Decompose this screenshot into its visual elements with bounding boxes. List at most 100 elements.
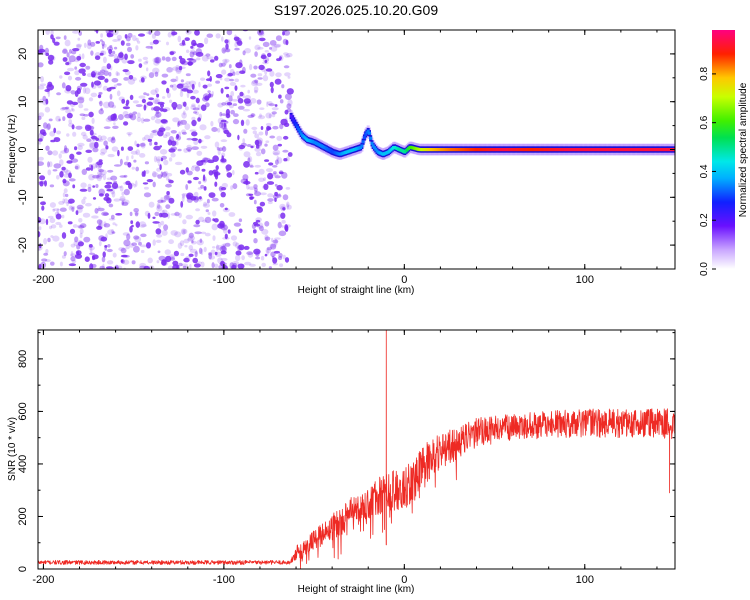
noise-blob	[85, 65, 91, 70]
noise-blob	[200, 145, 208, 149]
noise-blob	[249, 63, 253, 71]
noise-blob	[252, 221, 259, 225]
noise-blob	[117, 149, 120, 157]
noise-blob	[221, 102, 227, 106]
noise-blob	[98, 224, 102, 229]
noise-blob	[97, 138, 104, 142]
noise-blob	[255, 82, 263, 87]
noise-blob	[219, 220, 225, 228]
noise-blob	[194, 166, 201, 172]
noise-blob	[72, 184, 76, 189]
x-tick-label: 0	[401, 574, 407, 586]
noise-blob	[90, 164, 94, 172]
noise-blob	[202, 219, 208, 223]
x-tick-label: -100	[213, 274, 235, 286]
noise-blob	[182, 193, 186, 199]
noise-blob	[155, 156, 162, 162]
noise-blob	[254, 51, 258, 57]
noise-blob	[144, 161, 149, 165]
noise-blob	[165, 204, 171, 210]
noise-blob	[179, 58, 186, 65]
noise-blob	[180, 119, 188, 125]
noise-blob	[281, 84, 285, 89]
noise-blob	[38, 112, 45, 118]
noise-blob	[227, 229, 231, 234]
noise-blob	[86, 73, 93, 78]
noise-blob	[177, 242, 183, 249]
noise-blob	[191, 146, 199, 151]
noise-blob	[194, 251, 198, 258]
noise-blob	[50, 235, 54, 238]
noise-blob	[105, 181, 113, 185]
noise-blob	[260, 148, 266, 155]
noise-blob	[278, 253, 283, 258]
noise-blob	[52, 208, 60, 211]
noise-blob	[98, 101, 102, 104]
noise-blob	[215, 74, 223, 79]
noise-blob	[40, 201, 46, 206]
noise-blob	[190, 95, 196, 100]
noise-blob	[252, 79, 258, 85]
noise-blob	[39, 181, 44, 187]
noise-blob	[200, 231, 207, 235]
noise-blob	[152, 181, 156, 188]
noise-blob	[138, 58, 142, 62]
noise-blob	[79, 62, 86, 68]
noise-blob	[199, 196, 202, 200]
noise-blob	[267, 172, 274, 180]
noise-blob	[74, 146, 78, 151]
noise-blob	[223, 227, 228, 234]
noise-blob	[212, 210, 217, 217]
noise-blob	[254, 164, 261, 168]
noise-blob	[276, 194, 282, 198]
noise-blob	[38, 156, 44, 161]
noise-blob	[132, 77, 137, 81]
noise-blob	[137, 112, 141, 118]
noise-blob	[226, 102, 233, 106]
noise-blob	[253, 86, 259, 93]
noise-blob	[70, 253, 77, 257]
noise-blob	[48, 161, 53, 168]
noise-blob	[254, 133, 260, 139]
noise-blob	[246, 144, 252, 147]
noise-blob	[277, 143, 282, 147]
noise-blob	[127, 46, 132, 53]
noise-blob	[260, 255, 265, 261]
noise-blob	[193, 196, 200, 201]
noise-blob	[221, 36, 224, 42]
noise-blob	[89, 247, 93, 254]
noise-blob	[191, 165, 200, 168]
noise-blob	[191, 116, 196, 121]
noise-blob	[195, 250, 198, 255]
noise-blob	[220, 87, 224, 94]
noise-blob	[265, 68, 273, 72]
noise-blob	[99, 169, 107, 176]
noise-blob	[235, 250, 242, 256]
noise-blob	[286, 52, 293, 58]
noise-blob	[108, 30, 114, 33]
noise-blob	[145, 45, 153, 49]
noise-blob	[154, 211, 160, 217]
noise-blob	[120, 146, 124, 151]
noise-blob	[207, 90, 211, 93]
noise-blob	[262, 41, 270, 48]
noise-blob	[108, 203, 114, 208]
noise-blob	[122, 259, 130, 265]
noise-blob	[80, 223, 87, 229]
noise-blob	[197, 196, 203, 202]
noise-blob	[275, 43, 282, 48]
noise-blob	[156, 158, 161, 164]
noise-blob	[274, 104, 278, 107]
spectrogram-x-axis-label: Height of straight line (km)	[298, 285, 415, 296]
noise-blob	[62, 192, 66, 198]
ridge-core-segment	[362, 136, 366, 140]
noise-blob	[260, 54, 267, 60]
noise-blob	[202, 84, 208, 89]
noise-blob	[266, 168, 273, 173]
noise-blob	[158, 127, 166, 132]
noise-blob	[220, 250, 227, 255]
colorbar-gradient	[712, 30, 735, 269]
noise-blob	[152, 67, 160, 75]
noise-blob	[220, 139, 228, 143]
noise-blob	[205, 209, 209, 213]
